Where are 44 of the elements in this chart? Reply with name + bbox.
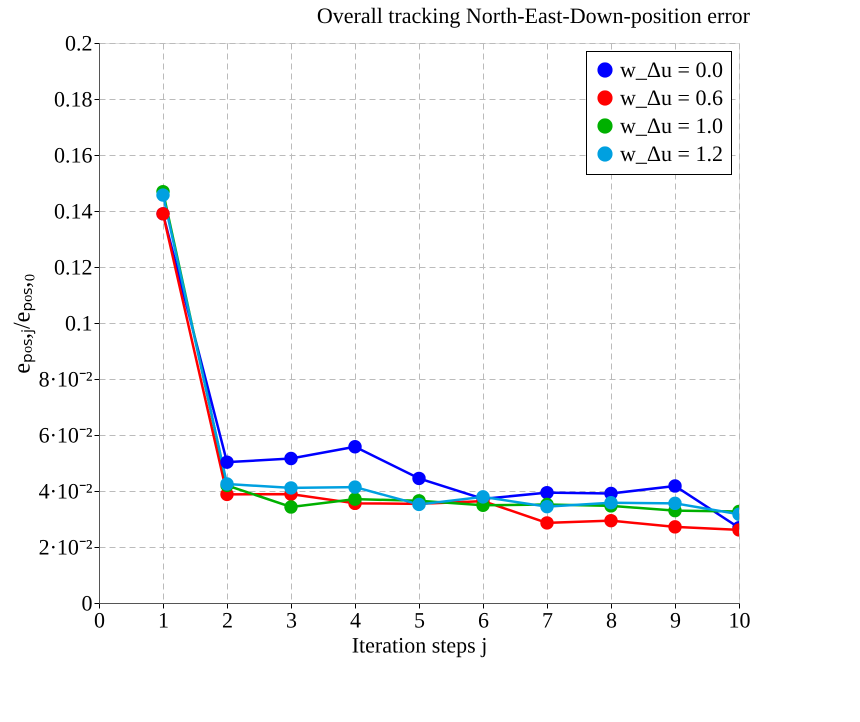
- point: [348, 440, 362, 454]
- point: [284, 481, 298, 495]
- y-tick-label: 0.16: [54, 142, 92, 168]
- legend-label: w_Δu = 1.0: [620, 113, 723, 138]
- y-tick-label: 0.12: [54, 254, 92, 280]
- x-tick-label: 6: [478, 608, 489, 632]
- point: [348, 480, 362, 494]
- x-tick-label: 2: [222, 608, 233, 632]
- y-tick-label: 0.18: [54, 86, 92, 112]
- point: [284, 452, 298, 466]
- point: [284, 500, 298, 514]
- x-tick-label: 8: [606, 608, 617, 632]
- point: [668, 496, 682, 510]
- point: [156, 188, 170, 202]
- x-tick-label: 3: [286, 608, 297, 632]
- point: [604, 514, 618, 528]
- point: [540, 516, 554, 530]
- point: [220, 455, 234, 469]
- y-tick-label: 0.2: [65, 30, 92, 56]
- y-tick-label: 4·10⁻²: [38, 478, 93, 504]
- point: [668, 520, 682, 534]
- legend-label: w_Δu = 0.6: [620, 85, 723, 110]
- chart-title: Overall tracking North-East-Down-position error: [316, 3, 751, 28]
- x-tick-label: 10: [728, 608, 750, 632]
- point: [412, 472, 426, 486]
- point: [540, 486, 554, 500]
- x-tick-label: 5: [414, 608, 425, 632]
- x-tick-label: 9: [670, 608, 681, 632]
- x-tick-label: 4: [350, 608, 361, 632]
- y-tick-label: 0.14: [54, 198, 92, 224]
- point: [604, 496, 618, 510]
- legend-label: w_Δu = 1.2: [620, 141, 723, 166]
- y-tick-label: 8·10⁻²: [38, 366, 93, 392]
- legend-label: w_Δu = 0.0: [620, 57, 723, 82]
- y-tick-label: 0.1: [65, 310, 92, 336]
- y-axis-title: eₚₒₛ,ⱼ/eₚₒₛ,₀: [10, 273, 36, 374]
- x-axis-title: Iteration steps j: [352, 632, 488, 658]
- y-tick-label: 2·10⁻²: [38, 534, 93, 560]
- x-tick-label: 1: [158, 608, 169, 632]
- y-tick-label: 0: [82, 590, 92, 616]
- y-tick-label: 6·10⁻²: [38, 422, 93, 448]
- x-tick-label: 7: [542, 608, 553, 632]
- point: [668, 479, 682, 493]
- point: [348, 492, 362, 506]
